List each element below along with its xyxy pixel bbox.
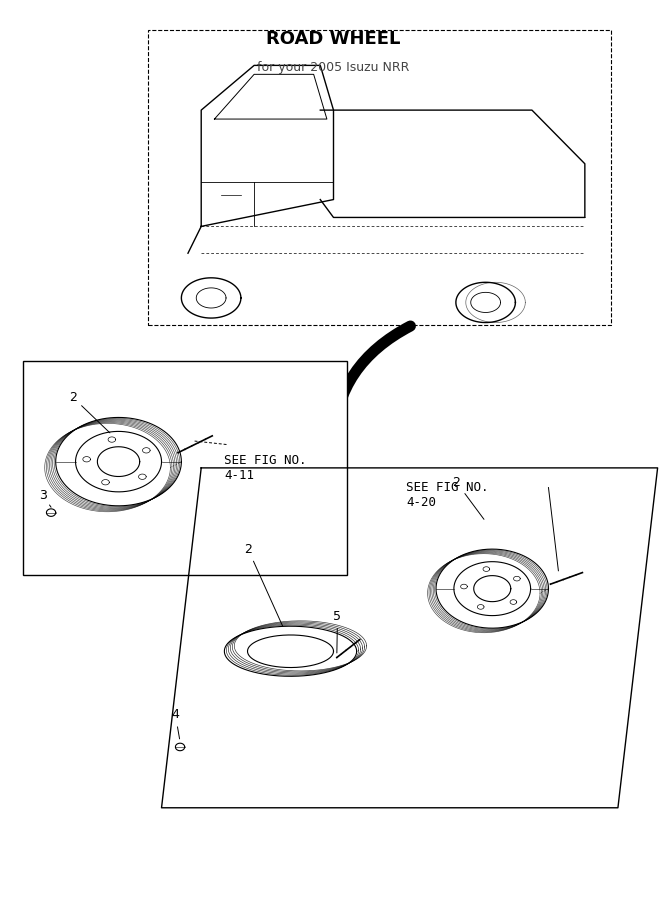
Polygon shape <box>161 468 658 808</box>
Text: SEE FIG NO.
4-20: SEE FIG NO. 4-20 <box>406 482 489 509</box>
Text: for your 2005 Isuzu NRR: for your 2005 Isuzu NRR <box>257 61 410 74</box>
Text: SEE FIG NO.
4-11: SEE FIG NO. 4-11 <box>224 454 307 482</box>
Text: 5: 5 <box>334 610 342 652</box>
Text: 4: 4 <box>171 708 179 739</box>
Text: ROAD WHEEL: ROAD WHEEL <box>266 30 401 48</box>
Text: 2: 2 <box>453 476 484 519</box>
Text: 2: 2 <box>69 391 110 433</box>
FancyBboxPatch shape <box>23 361 347 575</box>
FancyArrowPatch shape <box>334 326 410 439</box>
Text: 3: 3 <box>39 490 51 508</box>
Text: 2: 2 <box>244 543 283 626</box>
